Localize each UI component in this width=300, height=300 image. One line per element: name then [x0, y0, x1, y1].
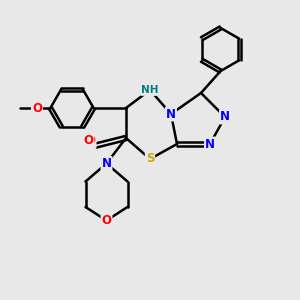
Text: N: N [166, 107, 176, 121]
Text: O: O [32, 101, 42, 115]
Text: H: H [146, 85, 154, 95]
Text: O: O [83, 134, 94, 147]
Text: N: N [205, 137, 215, 151]
Text: O: O [101, 214, 112, 227]
Text: O: O [32, 101, 42, 115]
Text: N: N [220, 110, 230, 124]
Text: S: S [146, 152, 154, 166]
Text: N: N [101, 157, 112, 170]
Text: O: O [85, 134, 96, 148]
Text: NH: NH [141, 85, 159, 95]
